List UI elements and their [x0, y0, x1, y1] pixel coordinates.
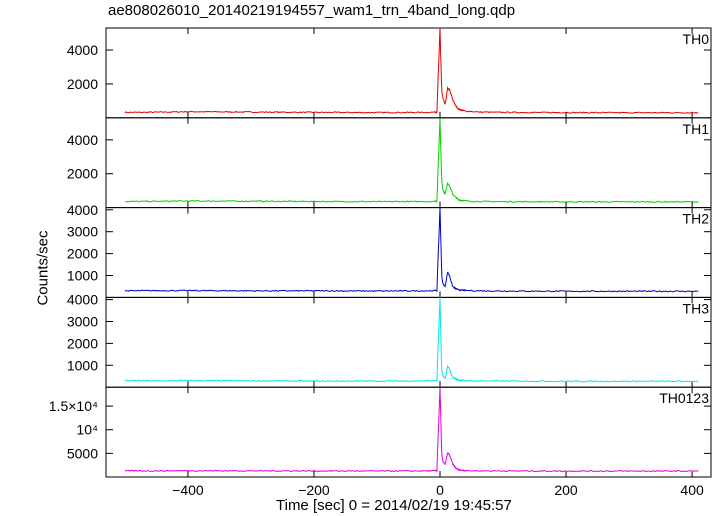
x-tick-label: −400 — [172, 482, 204, 498]
series-line-th2 — [124, 207, 699, 293]
y-tick-label: 2000 — [67, 76, 98, 92]
x-tick-label: 400 — [680, 482, 704, 498]
y-tick-label: 2000 — [67, 166, 98, 182]
panel-frame — [105, 117, 712, 209]
y-tick-label: 2000 — [67, 335, 98, 351]
series-line-th1 — [124, 118, 699, 204]
panel-frame — [105, 207, 712, 298]
panel-name: TH3 — [683, 300, 710, 316]
y-tick-label: 1000 — [67, 267, 98, 283]
x-tick-label: 200 — [554, 482, 578, 498]
y-tick-label: 3000 — [67, 313, 98, 329]
series-line-th0 — [124, 27, 699, 114]
y-tick-label: 2000 — [67, 246, 98, 262]
series-line-th3 — [124, 296, 699, 383]
y-tick-label: 10⁴ — [76, 422, 98, 438]
y-tick-label: 1000 — [67, 357, 98, 373]
panel-name: TH1 — [683, 121, 710, 137]
panel-frame — [105, 296, 712, 388]
panel-frame — [105, 27, 712, 119]
y-tick-label: 4000 — [67, 292, 98, 308]
panel-name: TH2 — [683, 211, 710, 227]
panel-name: TH0 — [683, 31, 710, 47]
y-tick-label: 1.5×10⁴ — [49, 398, 98, 414]
y-tick-label: 4000 — [67, 202, 98, 218]
y-tick-label: 3000 — [67, 224, 98, 240]
x-tick-label: 0 — [436, 482, 444, 498]
series-line-th0123 — [124, 387, 699, 473]
x-axis-label: Time [sec] 0 = 2014/02/19 19:45:57 — [276, 497, 512, 514]
y-tick-label: 5000 — [67, 445, 98, 461]
chart-title: ae808026010_20140219194557_wam1_trn_4ban… — [108, 2, 516, 19]
panel-frame — [105, 386, 712, 478]
y-tick-label: 4000 — [67, 132, 98, 148]
y-tick-label: 4000 — [67, 42, 98, 58]
panel-name: TH0123 — [659, 390, 709, 406]
x-tick-label: −200 — [298, 482, 330, 498]
